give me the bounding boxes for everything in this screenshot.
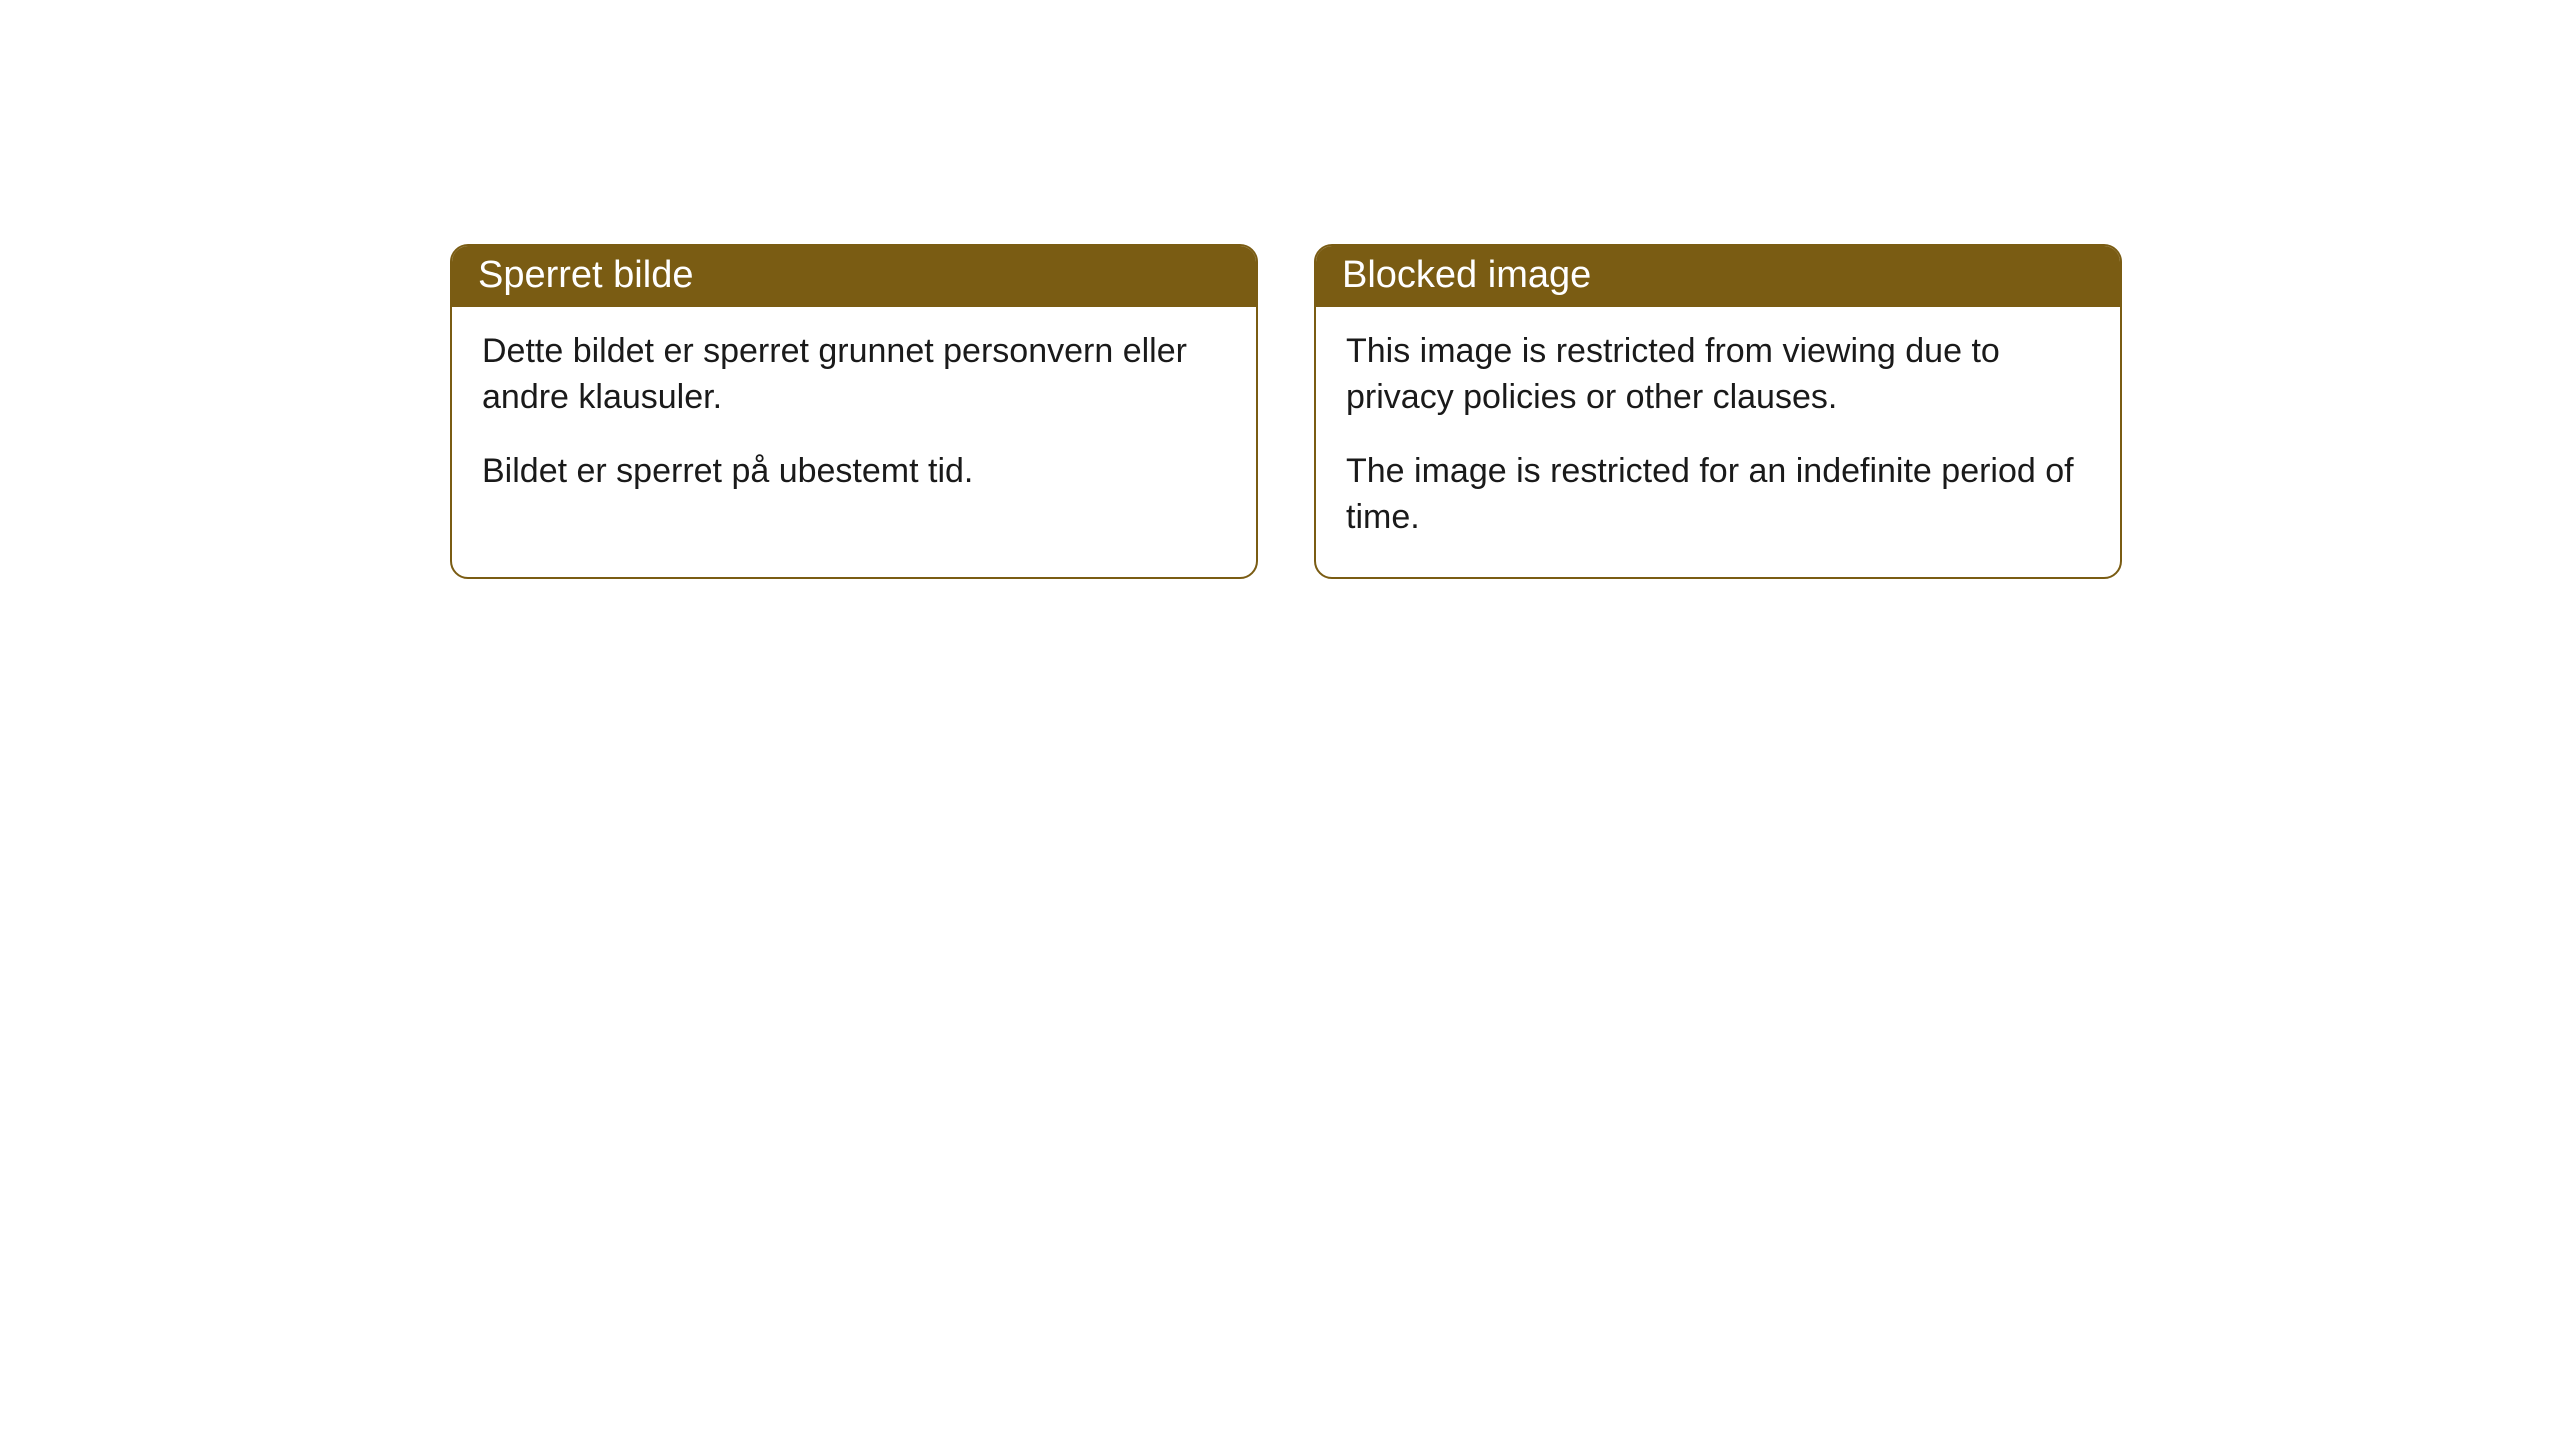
card-title: Blocked image: [1316, 246, 2120, 307]
card-title: Sperret bilde: [452, 246, 1256, 307]
card-body: Dette bildet er sperret grunnet personve…: [452, 307, 1256, 531]
card-paragraph: Dette bildet er sperret grunnet personve…: [482, 329, 1226, 421]
notice-card-english: Blocked image This image is restricted f…: [1314, 244, 2122, 579]
notice-card-container: Sperret bilde Dette bildet er sperret gr…: [450, 244, 2122, 579]
card-paragraph: The image is restricted for an indefinit…: [1346, 449, 2090, 541]
card-paragraph: This image is restricted from viewing du…: [1346, 329, 2090, 421]
card-body: This image is restricted from viewing du…: [1316, 307, 2120, 577]
notice-card-norwegian: Sperret bilde Dette bildet er sperret gr…: [450, 244, 1258, 579]
card-paragraph: Bildet er sperret på ubestemt tid.: [482, 449, 1226, 495]
